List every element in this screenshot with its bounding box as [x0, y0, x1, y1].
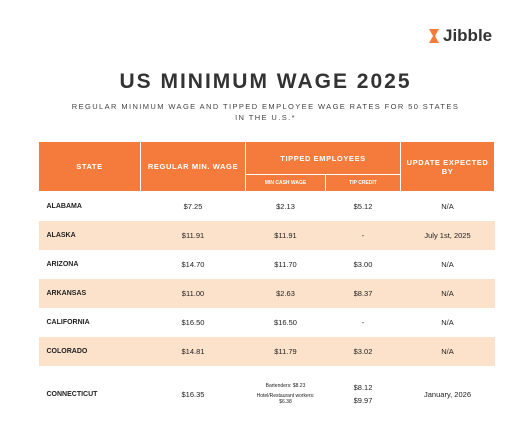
logo: Jibble — [428, 26, 492, 46]
cell-line: $8.12 — [353, 383, 373, 392]
cell: $11.00 — [140, 279, 246, 308]
col-header: UPDATE EXPECTED BY — [400, 141, 496, 192]
cell: CALIFORNIA — [46, 319, 90, 326]
cell: $2.63 — [245, 279, 326, 308]
cell: ALASKA — [38, 221, 141, 250]
cell: N/A — [441, 318, 454, 327]
col-header: STATE — [38, 141, 141, 192]
cell: CONNECTICUT — [46, 390, 98, 398]
cell: $3.00 — [353, 260, 373, 269]
cell: $11.70 — [274, 260, 297, 269]
table-row: CONNECTICUT $16.35 Bartenders: $8.23 Hotel/… — [39, 366, 495, 422]
sub-header: TIP CREDIT — [324, 174, 402, 192]
cell-line: Bartenders: $8.23 — [265, 383, 306, 389]
cell: ALABAMA — [46, 203, 82, 210]
cell: COLORADO — [38, 337, 141, 366]
cell: N/A — [441, 202, 454, 211]
cell: ARKANSAS — [38, 279, 141, 308]
cell: $3.02 — [325, 337, 401, 366]
table-row: ALABAMA $7.25 $2.13 $5.12 N/A — [39, 192, 495, 222]
cell: $16.35 — [181, 389, 205, 399]
logo-text: Jibble — [443, 26, 493, 45]
cell: - — [361, 318, 365, 327]
cell: $16.50 — [181, 318, 205, 327]
cell: N/A — [400, 279, 495, 308]
wage-table: STATE REGULAR MIN. WAGE TIPPED EMPLOYEES… — [38, 141, 496, 423]
table-row: ARKANSAS $11.00 $2.63 $8.37 N/A — [38, 279, 495, 308]
sub-header: MIN CASH WAGE — [245, 174, 326, 192]
subtitle-line: REGULAR MINIMUM WAGE AND TIPPED EMPLOYEE… — [71, 102, 460, 111]
cell: $5.12 — [353, 202, 373, 211]
col-header: TIPPED EMPLOYEES — [244, 141, 402, 175]
cell: ARIZONA — [46, 261, 79, 268]
table-body: ALABAMA $7.25 $2.13 $5.12 N/A ALASKA $11.91 $11… — [38, 192, 495, 423]
cell: $8.37 — [325, 279, 401, 308]
cell: N/A — [400, 337, 495, 366]
col-header: REGULAR MIN. WAGE — [140, 141, 246, 192]
cell: $11.91 — [245, 221, 326, 250]
subtitle: REGULAR MINIMUM WAGE AND TIPPED EMPLOYEE… — [0, 101, 531, 123]
cell-line: $9.97 — [353, 396, 373, 405]
cell: - — [325, 221, 401, 250]
table-row: ALASKA $11.91 $11.91- July 1st, 2025 — [38, 221, 495, 250]
cell: $2.13 — [276, 202, 295, 211]
cell: $14.70 — [181, 260, 205, 269]
cell: $8.12 $9.97 — [326, 366, 401, 422]
cell: $16.50 — [274, 318, 297, 327]
table-row: ARIZONA $14.70 $11.70 $3.00 N/A — [39, 250, 495, 279]
table-row: COLORADO $14.81 $11.79 $3.02 N/A — [38, 337, 495, 366]
logo-icon — [429, 29, 439, 43]
cell: N/A — [441, 260, 454, 269]
table-row: CALIFORNIA $16.50 $16.50 - N/A — [39, 308, 495, 337]
title: US MINIMUM WAGE 2025 — [119, 70, 412, 93]
cell: January, 2026 — [424, 389, 471, 399]
cell: $11.79 — [245, 337, 326, 366]
cell: $14.81 — [140, 337, 246, 366]
cell: July 1st, 2025 — [400, 221, 495, 250]
cell: Bartenders: $8.23 Hotel/Restaurant worker… — [246, 366, 326, 422]
subtitle-line: IN THE U.S.* — [235, 113, 296, 122]
cell-line: Hotel/Restaurant workers: $6.38 — [256, 393, 315, 405]
cell: $7.25 — [183, 202, 203, 211]
cell: $11.91 — [140, 221, 246, 250]
